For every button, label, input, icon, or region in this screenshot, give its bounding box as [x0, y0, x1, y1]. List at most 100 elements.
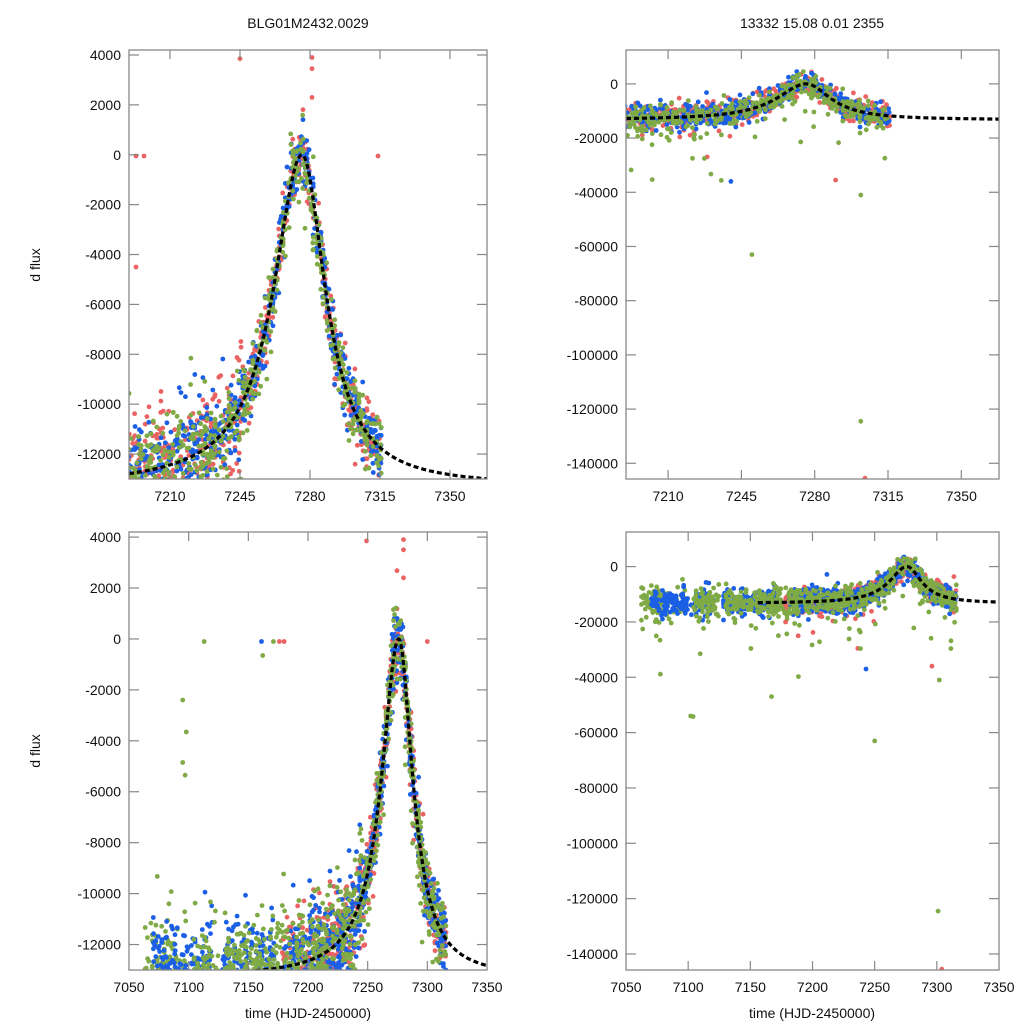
- data-point-green: [253, 943, 259, 948]
- data-point-blue: [178, 390, 184, 395]
- data-point-green: [257, 940, 263, 945]
- data-point-blue: [422, 912, 427, 918]
- scatter-points: [604, 69, 999, 479]
- data-point-red: [306, 971, 311, 976]
- data-point-blue: [360, 379, 366, 385]
- data-point-green: [315, 923, 321, 929]
- data-point-green: [246, 930, 252, 936]
- data-point-green: [259, 903, 265, 908]
- data-point-red: [754, 89, 760, 95]
- data-point-green: [310, 240, 316, 246]
- data-point-blue: [282, 971, 287, 976]
- data-point-blue: [169, 923, 174, 929]
- data-point-red: [182, 437, 188, 443]
- data-point-blue: [612, 119, 617, 124]
- data-point-green: [288, 954, 294, 960]
- data-point-blue: [176, 966, 181, 970]
- data-point-green: [242, 406, 248, 412]
- data-point-blue: [613, 117, 618, 122]
- data-point-green: [208, 410, 214, 416]
- data-point-green: [613, 109, 618, 114]
- data-point-blue: [178, 962, 184, 967]
- data-point-blue: [171, 973, 176, 978]
- data-point-red: [234, 461, 240, 466]
- data-point-green: [343, 957, 348, 963]
- data-point-green: [212, 443, 218, 449]
- data-point-green: [318, 286, 324, 292]
- data-point-green: [324, 260, 330, 266]
- data-point-green: [195, 943, 201, 949]
- data-point-green: [358, 409, 364, 415]
- data-point-green: [272, 309, 278, 314]
- data-point-green: [250, 357, 256, 363]
- data-point-green: [254, 327, 260, 333]
- outlier-point-green: [749, 252, 755, 257]
- data-point-green: [281, 871, 286, 877]
- data-point-red: [364, 395, 370, 401]
- data-point-green: [173, 972, 178, 977]
- y-tick-label: -40000: [574, 184, 618, 200]
- data-point-green: [813, 80, 819, 85]
- data-point-green: [298, 140, 303, 146]
- data-point-green: [198, 460, 204, 465]
- data-point-red: [158, 398, 164, 404]
- data-point-blue: [332, 381, 337, 387]
- data-point-green: [354, 871, 359, 877]
- data-point-green: [280, 210, 286, 216]
- data-point-green: [608, 124, 613, 129]
- data-point-blue: [756, 85, 762, 91]
- y-tick-label: -4000: [85, 247, 121, 263]
- data-point-green: [287, 941, 293, 947]
- data-point-green: [163, 929, 168, 934]
- data-point-green: [166, 901, 172, 907]
- data-point-green: [336, 387, 342, 393]
- data-point-blue: [394, 680, 400, 686]
- data-point-blue: [360, 457, 366, 462]
- data-point-blue: [658, 97, 663, 103]
- plot-frame: [128, 49, 488, 480]
- data-point-blue: [123, 449, 128, 454]
- data-point-blue: [172, 932, 178, 938]
- data-point-green: [271, 957, 277, 962]
- data-point-blue: [151, 959, 157, 965]
- data-point-red: [276, 226, 282, 232]
- data-point-green: [350, 421, 356, 427]
- data-point-red: [616, 121, 621, 126]
- data-point-green: [304, 180, 310, 186]
- data-point-green: [360, 432, 366, 437]
- data-point-green: [848, 104, 854, 110]
- data-point-red: [327, 879, 333, 884]
- data-point-green: [200, 429, 206, 435]
- data-point-green: [321, 964, 327, 970]
- data-point-green: [304, 176, 310, 181]
- data-point-red: [676, 95, 682, 101]
- scatter-points: [142, 537, 487, 978]
- data-point-green: [180, 442, 186, 448]
- data-point-green: [647, 120, 653, 125]
- data-point-green: [388, 717, 394, 723]
- data-point-blue: [200, 480, 205, 485]
- outlier-point-blue: [728, 179, 734, 184]
- data-point-green: [226, 390, 232, 395]
- data-point-green: [878, 123, 884, 128]
- data-point-green: [294, 934, 299, 940]
- data-point-blue: [700, 104, 705, 109]
- data-point-blue: [220, 971, 225, 976]
- data-point-green: [361, 873, 366, 878]
- data-point-blue: [342, 356, 348, 361]
- data-point-green: [314, 215, 320, 221]
- data-point-red: [144, 414, 150, 419]
- data-point-green: [880, 107, 886, 113]
- data-point-green: [621, 115, 626, 120]
- data-point-green: [290, 921, 296, 926]
- data-point-green: [246, 410, 252, 416]
- data-point-red: [366, 399, 372, 405]
- data-point-blue: [618, 126, 623, 131]
- data-point-green: [145, 935, 150, 940]
- data-point-green: [120, 441, 125, 446]
- figure-title-left: BLG01M2432.0029: [247, 15, 369, 31]
- data-point-green: [145, 956, 151, 962]
- data-point-blue: [604, 114, 609, 119]
- data-point-green: [270, 962, 275, 968]
- data-point-green: [356, 395, 362, 401]
